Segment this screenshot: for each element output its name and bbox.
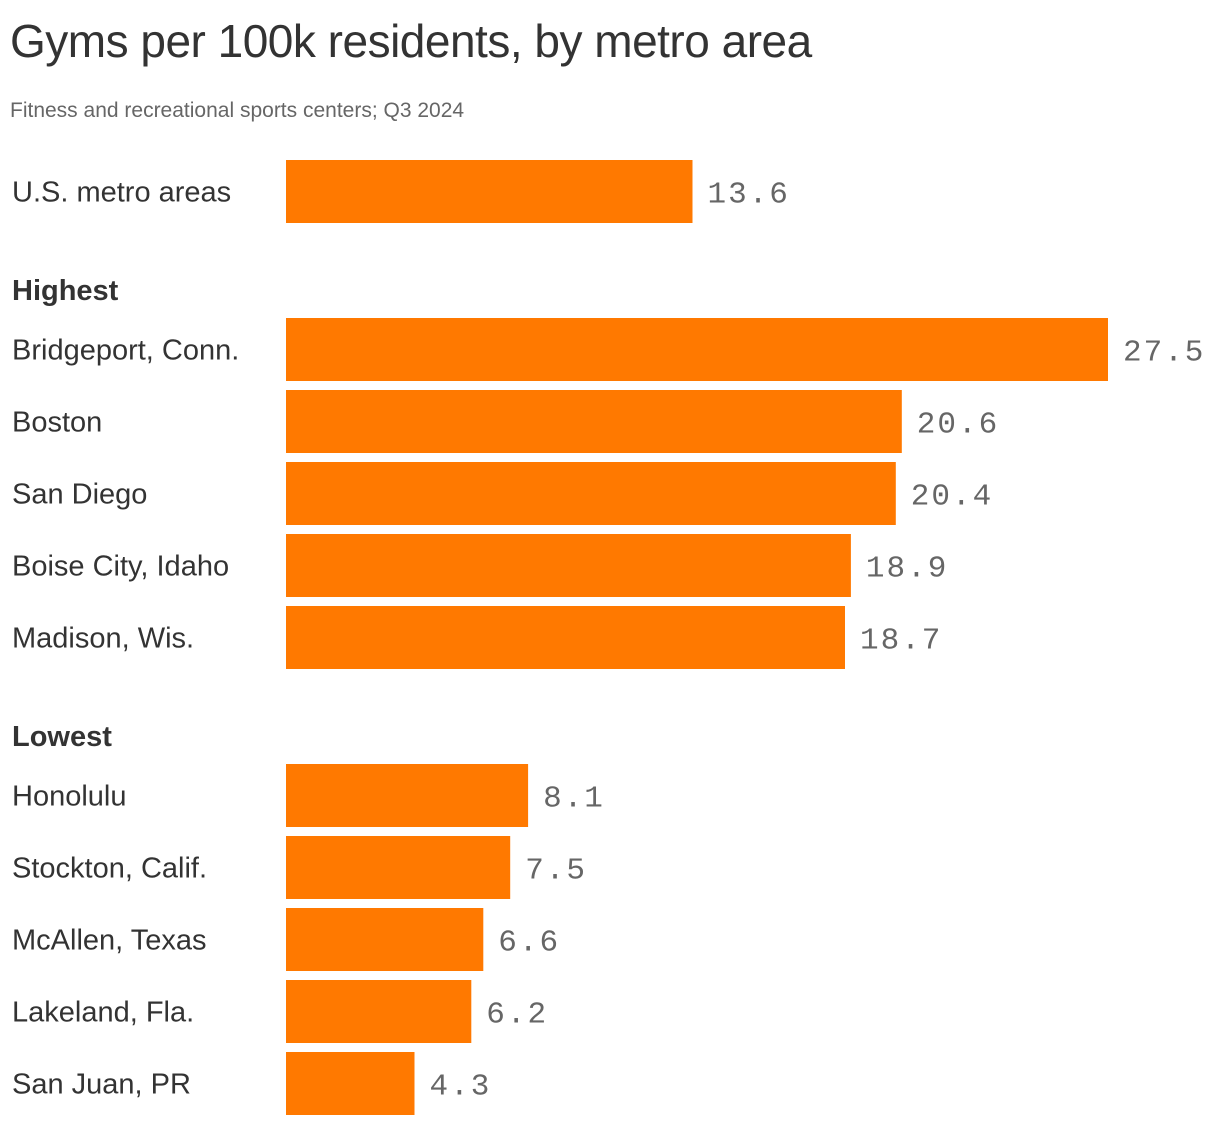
category-label: U.S. metro areas [12,177,231,209]
category-label: San Juan, PR [12,1069,191,1101]
bar-stockton-calif [286,836,511,899]
bar-row-u-s-metro-areas: U.S. metro areas 13.6 [12,160,790,223]
value-label: 13.6 [708,178,790,213]
bar-honolulu [286,764,529,827]
value-label: 27.5 [1123,336,1205,371]
bar-row-honolulu: Honolulu 8.1 [12,764,605,827]
category-label: Boston [12,407,102,439]
bar-row-stockton-calif: Stockton, Calif. 7.5 [12,836,587,899]
bar-boston [286,390,902,453]
value-label: 6.2 [486,998,548,1033]
value-label: 4.3 [430,1070,492,1105]
bar-bridgeport-conn [286,318,1108,381]
bar-u-s-metro-areas [286,160,693,223]
value-label: 6.6 [498,926,560,961]
category-label: Lakeland, Fla. [12,997,194,1029]
bar-boise-city-idaho [286,534,851,597]
category-label: Bridgeport, Conn. [12,335,239,367]
group-label-highest: Highest [12,275,119,307]
group-label-lowest: Lowest [12,721,112,753]
bar-mcallen-texas [286,908,484,971]
category-label: McAllen, Texas [12,925,207,957]
bar-row-san-juan-pr: San Juan, PR 4.3 [12,1052,492,1115]
value-label: 7.5 [525,854,587,889]
category-label: Stockton, Calif. [12,853,207,885]
bar-madison-wis [286,606,845,669]
bar-row-boise-city-idaho: Boise City, Idaho 18.9 [12,534,948,597]
category-label: Madison, Wis. [12,623,194,655]
bar-row-bridgeport-conn: Bridgeport, Conn. 27.5 [12,318,1205,381]
chart-title: Gyms per 100k residents, by metro area [10,15,812,67]
bar-row-mcallen-texas: McAllen, Texas 6.6 [12,908,560,971]
chart-subtitle: Fitness and recreational sports centers;… [10,99,465,122]
category-label: Honolulu [12,781,126,813]
bar-san-juan-pr [286,1052,415,1115]
bar-lakeland-fla [286,980,472,1043]
bar-san-diego [286,462,896,525]
value-label: 20.6 [917,408,999,443]
category-label: Boise City, Idaho [12,551,229,583]
category-label: San Diego [12,479,147,511]
value-label: 8.1 [543,782,605,817]
bar-row-lakeland-fla: Lakeland, Fla. 6.2 [12,980,548,1043]
value-label: 18.7 [860,624,942,659]
bar-row-madison-wis: Madison, Wis. 18.7 [12,606,942,669]
value-label: 20.4 [911,480,993,515]
bar-row-san-diego: San Diego 20.4 [12,462,993,525]
value-label: 18.9 [866,552,948,587]
bar-row-boston: Boston 20.6 [12,390,999,453]
